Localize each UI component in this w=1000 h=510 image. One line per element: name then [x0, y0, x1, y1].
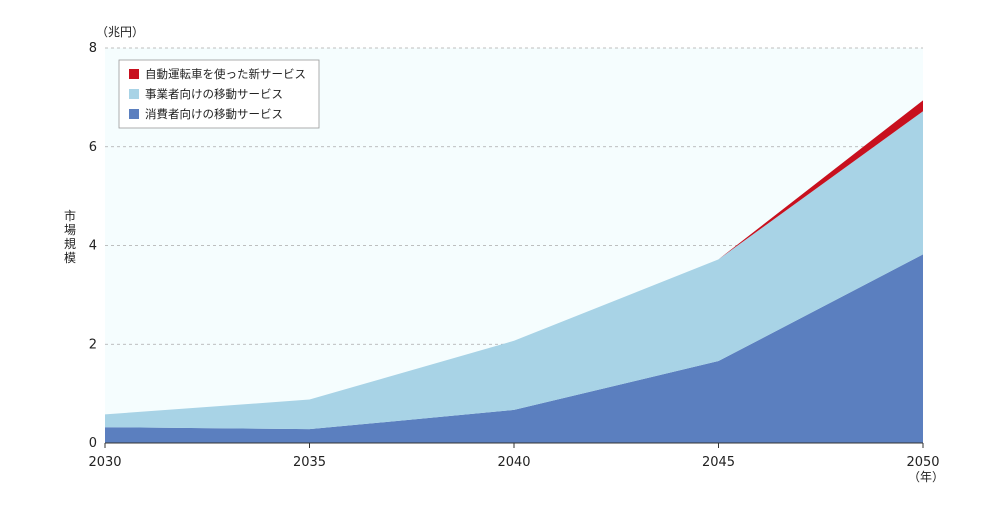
x-axis-ticks: 2030 2035 2040 2045 2050: [88, 443, 940, 470]
y-axis-label-char: 市: [64, 208, 76, 223]
y-tick-label: 2: [89, 337, 97, 352]
legend-swatch: [129, 109, 139, 119]
y-axis-ticks: 0 2 4 6 8: [89, 41, 97, 451]
legend-label: 事業者向けの移動サービス: [145, 87, 283, 101]
area-series-2: [105, 111, 923, 430]
x-tick-label: 2035: [293, 455, 326, 470]
x-unit-label: （年）: [908, 470, 944, 484]
y-tick-label: 0: [89, 436, 97, 451]
y-unit-label: （兆円）: [96, 25, 144, 39]
legend-label: 自動運転車を使った新サービス: [145, 67, 306, 81]
y-axis-label-char: 規: [64, 236, 76, 251]
area-series-1: [105, 254, 923, 443]
y-tick-label: 4: [89, 239, 97, 254]
legend-swatch: [129, 89, 139, 99]
x-tick-label: 2040: [497, 455, 530, 470]
y-axis-label-char: 模: [64, 251, 76, 265]
x-tick-label: 2045: [702, 455, 735, 470]
y-tick-label: 6: [89, 140, 97, 155]
x-tick-label: 2050: [906, 455, 939, 470]
x-tick-label: 2030: [88, 455, 121, 470]
legend-swatch: [129, 69, 139, 79]
y-axis-label-char: 場: [64, 223, 76, 237]
y-tick-label: 8: [89, 41, 97, 56]
stacked-areas: [105, 100, 923, 443]
legend-box: [118, 59, 320, 129]
legend-label: 消費者向けの移動サービス: [145, 107, 283, 121]
